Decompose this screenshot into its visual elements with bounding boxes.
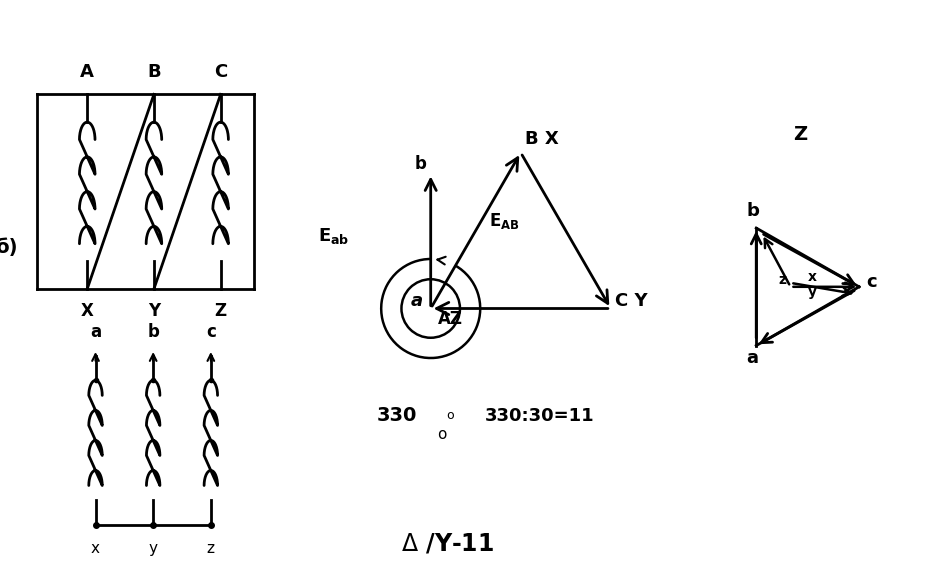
- Text: Y: Y: [148, 302, 160, 320]
- Text: Z: Z: [215, 302, 227, 320]
- Text: C Y: C Y: [615, 292, 648, 310]
- Text: c: c: [867, 273, 877, 291]
- Text: b: b: [746, 202, 759, 220]
- Text: б): б): [0, 238, 18, 257]
- Text: A: A: [80, 63, 94, 81]
- Text: z: z: [778, 273, 787, 287]
- Text: AZ: AZ: [437, 310, 463, 328]
- Text: a: a: [746, 349, 758, 367]
- Text: c: c: [206, 323, 216, 341]
- Text: B X: B X: [526, 130, 559, 148]
- Text: x: x: [807, 270, 817, 284]
- Text: z: z: [207, 541, 215, 556]
- Text: $\mathbf{E_{ab}}$: $\mathbf{E_{ab}}$: [318, 226, 349, 246]
- Text: b: b: [147, 323, 159, 341]
- Text: b: b: [414, 155, 427, 173]
- Text: a: a: [411, 292, 423, 310]
- Text: o: o: [447, 409, 454, 422]
- Text: C: C: [214, 63, 227, 81]
- Text: a: a: [89, 323, 101, 341]
- Text: x: x: [91, 541, 100, 556]
- Text: 330: 330: [377, 406, 417, 425]
- Text: B: B: [147, 63, 161, 81]
- Text: 330:30=11: 330:30=11: [485, 407, 594, 425]
- Text: X: X: [81, 302, 93, 320]
- Text: y: y: [149, 541, 157, 556]
- Text: o: o: [437, 427, 447, 442]
- Text: y: y: [807, 285, 817, 299]
- Text: $\Delta$ /Y-11: $\Delta$ /Y-11: [401, 531, 494, 555]
- Text: Z: Z: [793, 125, 807, 144]
- Text: $\mathbf{E_{AB}}$: $\mathbf{E_{AB}}$: [489, 211, 520, 231]
